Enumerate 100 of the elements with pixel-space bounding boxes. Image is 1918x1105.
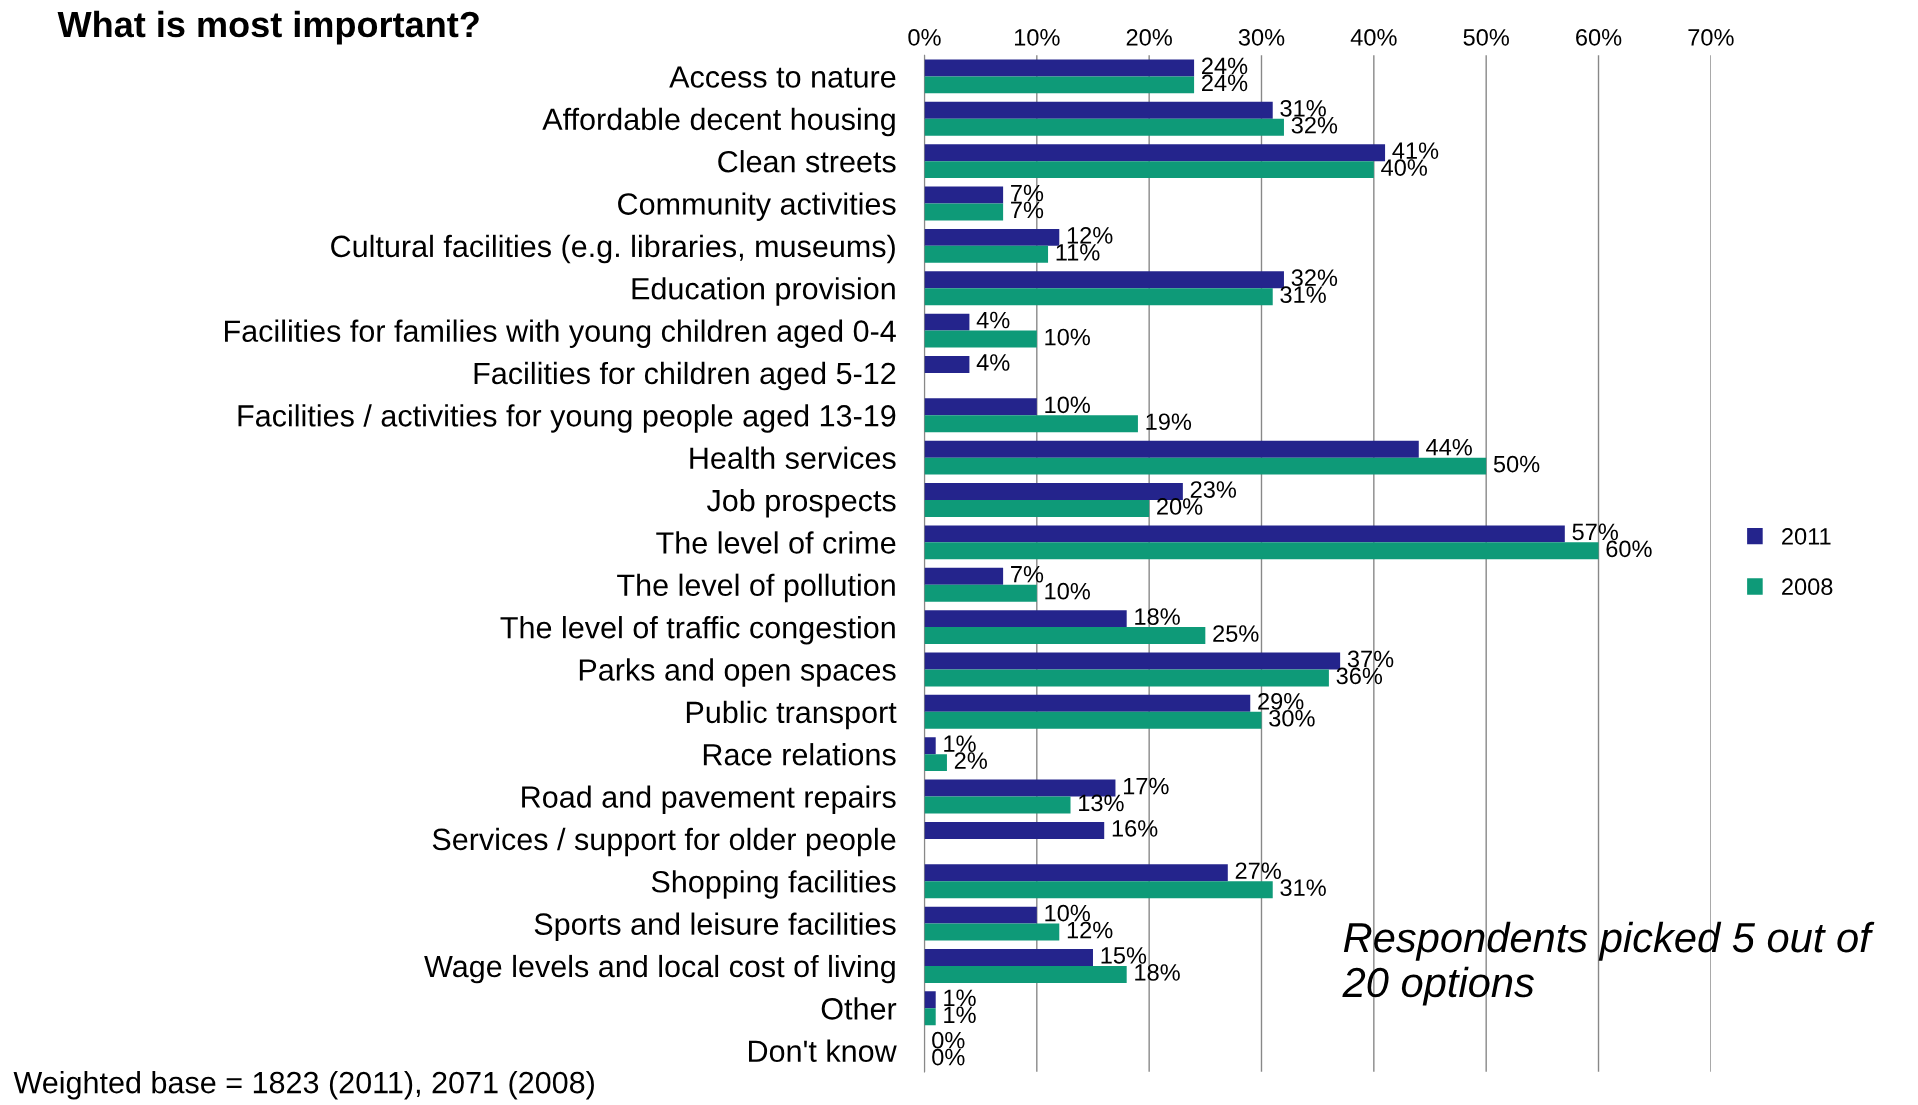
bar <box>924 440 1419 458</box>
bar <box>924 584 1037 602</box>
y-tick-label: Other <box>821 997 897 1020</box>
data-label: 10% <box>1045 904 1090 922</box>
y-tick-label: Services / support for older people <box>432 827 896 857</box>
y-tick-label: Affordable decent housing <box>542 107 895 137</box>
data-label: 60% <box>1606 540 1652 558</box>
data-label: 1% <box>944 989 976 1007</box>
x-tick-label: 50% <box>1463 29 1509 46</box>
bar <box>924 415 1138 433</box>
y-tick-label: Facilities for families with young children aged 0-4 <box>225 319 896 348</box>
data-label: 36% <box>1336 667 1383 685</box>
data-label: 13% <box>1079 794 1124 812</box>
bar <box>924 991 936 1009</box>
x-tick-label: 40% <box>1350 29 1397 46</box>
y-tick-label: Facilities for children aged 5-12 <box>474 361 896 391</box>
data-label: 0% <box>932 1048 965 1066</box>
data-label: 27% <box>1235 862 1281 880</box>
bar <box>924 203 1004 221</box>
y-tick-label: Wage levels and local cost of living <box>424 954 895 984</box>
data-label: 11% <box>1056 244 1100 261</box>
bar <box>924 288 1273 306</box>
bar <box>924 101 1273 119</box>
data-label: 2% <box>954 752 987 769</box>
data-label: 31% <box>1280 99 1326 117</box>
bar <box>924 881 1273 899</box>
data-label: 31% <box>1280 286 1326 304</box>
x-tick-label: 60% <box>1576 29 1622 46</box>
y-tick-label: Job prospects <box>706 488 896 518</box>
y-tick-label: Shopping facilities <box>651 870 896 899</box>
data-label: 32% <box>1291 269 1338 287</box>
data-label: 25% <box>1213 625 1259 642</box>
data-label: 12% <box>1067 227 1113 244</box>
bar <box>924 821 1105 839</box>
data-label: 57% <box>1572 523 1618 541</box>
bar <box>924 711 1262 729</box>
data-label: 17% <box>1123 777 1169 795</box>
annotation: Respondents picked 5 out of 20 options <box>1342 921 1875 1006</box>
bar <box>924 398 1037 416</box>
bar <box>924 949 1093 966</box>
data-label: 19% <box>1146 413 1192 431</box>
data-label: 7% <box>1011 184 1044 202</box>
bar <box>924 737 936 755</box>
bar <box>924 627 1206 645</box>
bar <box>924 906 1037 924</box>
bar <box>924 76 1195 94</box>
bar <box>924 186 1004 204</box>
data-label: 10% <box>1045 582 1090 600</box>
data-label: 32% <box>1291 116 1338 134</box>
data-label: 41% <box>1392 142 1439 159</box>
data-label: 10% <box>1045 396 1090 414</box>
legend-label: 2011 <box>1782 528 1831 545</box>
data-label: 18% <box>1135 608 1180 625</box>
data-label: 23% <box>1190 481 1237 498</box>
data-label: 18% <box>1135 964 1180 981</box>
y-tick-label: Cultural facilities (e.g. libraries, museums) <box>331 234 895 264</box>
x-tick-label: 0% <box>908 29 941 46</box>
bar <box>924 669 1329 687</box>
data-label: 29% <box>1258 692 1304 710</box>
y-tick-label: Health services <box>690 446 896 470</box>
data-label: 50% <box>1493 455 1540 473</box>
bar <box>924 610 1127 628</box>
legend-label: 2008 <box>1782 578 1833 596</box>
y-tick-label: Community activities <box>618 192 896 221</box>
y-tick-label: Road and pavement repairs <box>522 785 896 814</box>
y-tick-label: Race relations <box>703 743 896 766</box>
data-label: 24% <box>1202 57 1248 75</box>
data-label: 7% <box>1011 565 1044 583</box>
y-tick-label: Parks and open spaces <box>579 658 896 687</box>
y-tick-label: Clean streets <box>718 150 896 173</box>
bar <box>924 923 1060 941</box>
bar <box>924 864 1228 882</box>
y-tick-label: Sports and leisure facilities <box>534 912 896 942</box>
y-tick-label: Facilities / activities for young people aged 13-19 <box>238 404 896 433</box>
data-label: 1% <box>944 1006 976 1024</box>
y-tick-label: The level of traffic congestion <box>500 616 895 645</box>
bar <box>924 754 947 772</box>
y-tick-label: The level of crime <box>656 531 896 554</box>
data-label: 1% <box>944 735 976 752</box>
data-label: 16% <box>1112 820 1158 837</box>
data-label: 12% <box>1067 921 1113 939</box>
y-tick-label: Education provision <box>632 277 895 306</box>
bar <box>924 161 1374 179</box>
data-label: 15% <box>1101 947 1147 964</box>
bar <box>924 525 1565 543</box>
x-tick-label: 70% <box>1688 29 1734 46</box>
bar <box>924 355 970 373</box>
data-label: 4% <box>976 354 1010 371</box>
data-label: 20% <box>1157 498 1203 515</box>
data-label: 4% <box>976 311 1010 329</box>
y-tick-label: Access to nature <box>669 66 896 88</box>
bar <box>924 542 1599 560</box>
bar <box>924 118 1284 136</box>
bar <box>924 245 1049 263</box>
y-tick-label: The level of pollution <box>617 573 895 603</box>
data-label: 37% <box>1347 650 1394 668</box>
data-label: 24% <box>1202 74 1248 92</box>
bar <box>924 1008 936 1026</box>
bar <box>924 500 1150 517</box>
bar <box>924 330 1037 348</box>
